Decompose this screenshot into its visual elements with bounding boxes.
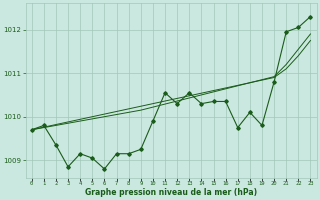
X-axis label: Graphe pression niveau de la mer (hPa): Graphe pression niveau de la mer (hPa)	[85, 188, 257, 197]
